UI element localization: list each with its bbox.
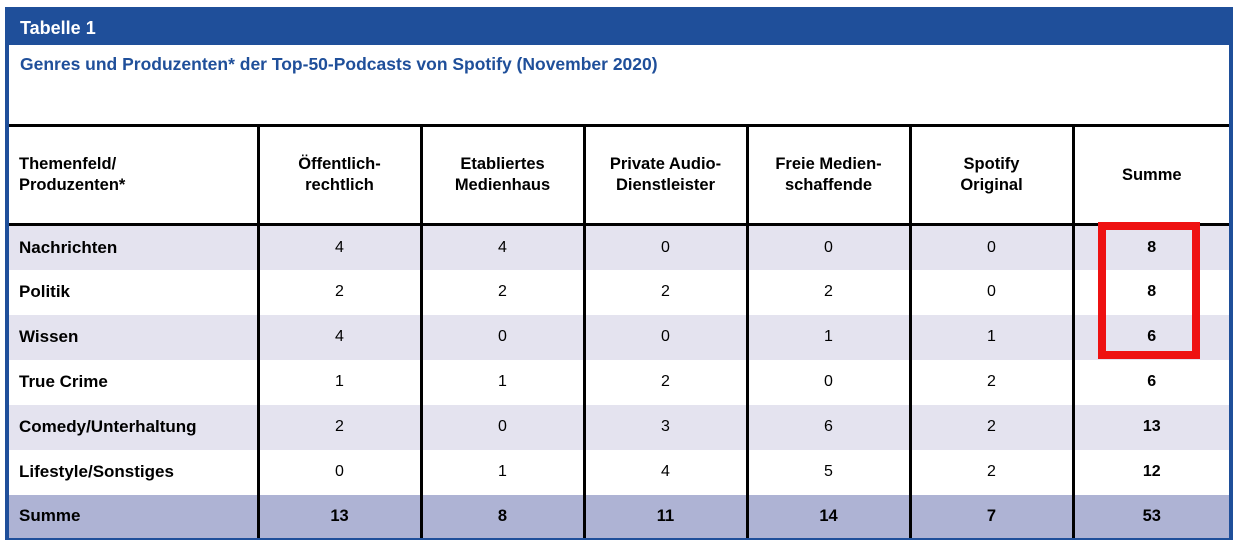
table-row-comedy-unterhaltung: Comedy/Unterhaltung 2 0 3 6 2 13 bbox=[9, 404, 1229, 450]
summe-cell: 13 bbox=[1071, 404, 1229, 450]
summe-cell: 12 bbox=[1071, 449, 1229, 495]
column-header-freie-medienschaffende: Freie Medien- schaffende bbox=[745, 124, 910, 226]
data-cell: 2 bbox=[256, 404, 421, 450]
data-cell: 2 bbox=[908, 404, 1073, 450]
column-header-private-audio-dienstleister: Private Audio- Dienstleister bbox=[582, 124, 747, 226]
data-cell: 0 bbox=[256, 449, 421, 495]
table-row-politik: Politik 2 2 2 2 0 8 bbox=[9, 269, 1229, 315]
data-cell: 2 bbox=[582, 359, 747, 405]
total-cell: 11 bbox=[582, 494, 747, 538]
header-row: Themenfeld/ Produzenten* Öffentlich- rec… bbox=[9, 124, 1229, 226]
column-header-themenfeld: Themenfeld/ Produzenten* bbox=[9, 124, 258, 226]
data-cell: 5 bbox=[745, 449, 910, 495]
data-cell: 0 bbox=[582, 224, 747, 270]
data-cell: 2 bbox=[419, 269, 584, 315]
data-cell: 0 bbox=[908, 224, 1073, 270]
table-subtitle: Genres und Produzenten* der Top-50-Podca… bbox=[9, 45, 1229, 124]
data-cell: 4 bbox=[256, 314, 421, 360]
row-label: True Crime bbox=[19, 372, 108, 391]
data-cell: 4 bbox=[256, 224, 421, 270]
data-cell: 0 bbox=[419, 404, 584, 450]
data-table: Themenfeld/ Produzenten* Öffentlich- rec… bbox=[9, 124, 1229, 538]
column-header-oeffentlich-rechtlich: Öffentlich- rechtlich bbox=[256, 124, 421, 226]
data-cell: 0 bbox=[745, 359, 910, 405]
total-cell: 14 bbox=[745, 494, 910, 538]
summe-cell: 6 bbox=[1071, 359, 1229, 405]
data-cell: 1 bbox=[908, 314, 1073, 360]
table-card: Tabelle 1 Genres und Produzenten* der To… bbox=[5, 7, 1233, 540]
data-cell: 0 bbox=[419, 314, 584, 360]
data-cell: 6 bbox=[745, 404, 910, 450]
row-label: Comedy/Unterhaltung bbox=[19, 417, 197, 436]
table-row-total-summe: Summe 13 8 11 14 7 53 bbox=[9, 494, 1229, 538]
table-row-nachrichten: Nachrichten 4 4 0 0 0 8 bbox=[9, 224, 1229, 270]
data-cell: 3 bbox=[582, 404, 747, 450]
row-label: Nachrichten bbox=[19, 237, 118, 257]
summe-cell: 8 bbox=[1071, 269, 1229, 315]
title-bar: Tabelle 1 bbox=[9, 11, 1229, 45]
data-cell: 0 bbox=[745, 224, 910, 270]
data-cell: 4 bbox=[582, 449, 747, 495]
row-label: Lifestyle/Sonstiges bbox=[19, 462, 174, 481]
data-cell: 4 bbox=[419, 224, 584, 270]
total-row-label: Summe bbox=[19, 506, 81, 525]
table-row-true-crime: True Crime 1 1 2 0 2 6 bbox=[9, 359, 1229, 405]
total-cell: 7 bbox=[908, 494, 1073, 538]
data-cell: 2 bbox=[256, 269, 421, 315]
summe-cell: 8 bbox=[1071, 224, 1229, 270]
row-label: Wissen bbox=[19, 327, 79, 346]
table-wrap: Themenfeld/ Produzenten* Öffentlich- rec… bbox=[9, 124, 1229, 538]
data-cell: 1 bbox=[745, 314, 910, 360]
data-cell: 0 bbox=[582, 314, 747, 360]
data-cell: 0 bbox=[908, 269, 1073, 315]
data-cell: 1 bbox=[256, 359, 421, 405]
data-cell: 1 bbox=[419, 359, 584, 405]
row-label: Politik bbox=[19, 282, 71, 301]
data-cell: 2 bbox=[745, 269, 910, 315]
total-grand-summe-cell: 53 bbox=[1071, 494, 1229, 538]
column-header-spotify-original: Spotify Original bbox=[908, 124, 1073, 226]
column-header-etabliertes-medienhaus: Etabliertes Medienhaus bbox=[419, 124, 584, 226]
column-header-summe: Summe bbox=[1071, 124, 1229, 226]
data-cell: 2 bbox=[908, 449, 1073, 495]
total-cell: 8 bbox=[419, 494, 584, 538]
table-row-lifestyle-sonstiges: Lifestyle/Sonstiges 0 1 4 5 2 12 bbox=[9, 449, 1229, 495]
data-cell: 1 bbox=[419, 449, 584, 495]
table-number-title: Tabelle 1 bbox=[20, 17, 96, 38]
data-cell: 2 bbox=[582, 269, 747, 315]
data-cell: 2 bbox=[908, 359, 1073, 405]
table-row-wissen: Wissen 4 0 0 1 1 6 bbox=[9, 314, 1229, 360]
summe-cell: 6 bbox=[1071, 314, 1229, 360]
total-cell: 13 bbox=[256, 494, 421, 538]
